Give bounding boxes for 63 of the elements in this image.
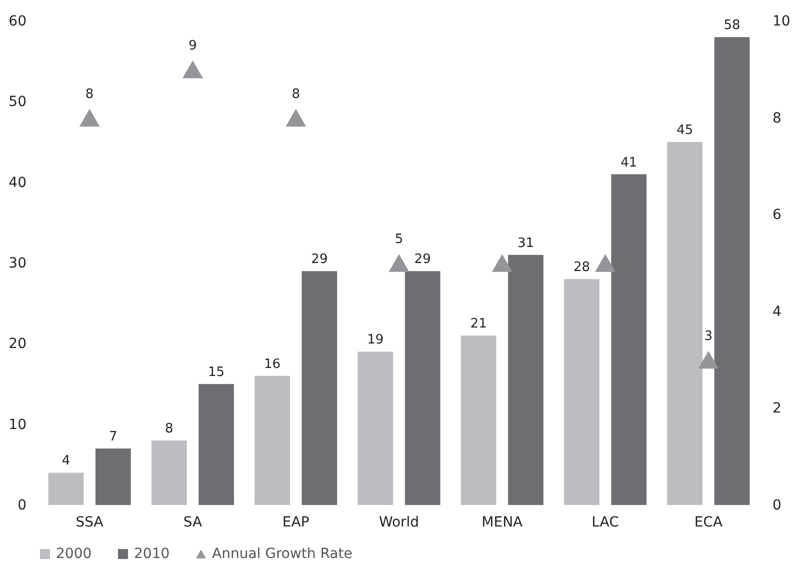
y-tick-label: 0: [18, 498, 26, 514]
bar: [151, 440, 187, 505]
y2-tick-label: 10: [772, 14, 790, 30]
y-tick-label: 50: [8, 94, 26, 110]
point: [388, 254, 410, 272]
x-tick-label: SA: [183, 514, 202, 530]
x-tick-label: SSA: [76, 514, 104, 530]
x-tick-label: LAC: [592, 514, 620, 530]
legend-label: Annual Growth Rate: [212, 546, 352, 562]
point: [698, 350, 719, 369]
bar: [254, 376, 290, 505]
bar: [198, 384, 234, 505]
data-label: 8: [85, 86, 94, 102]
bar: [564, 279, 600, 505]
data-label: 41: [620, 155, 638, 170]
bar: [667, 142, 703, 505]
y-tick-label: 20: [8, 336, 26, 352]
legend-label: 2000: [56, 546, 92, 562]
data-label: 58: [724, 18, 740, 34]
data-label: 16: [264, 356, 281, 372]
y2-tick-label: 2: [772, 400, 782, 417]
data-label: 7: [109, 430, 118, 445]
bar: [358, 352, 394, 505]
x-tick-label: EAP: [282, 514, 310, 530]
y2-tick-label: 8: [772, 110, 782, 126]
x-tick-label: World: [378, 514, 420, 530]
y2-tick-label: 6: [772, 207, 782, 224]
data-label: 29: [414, 252, 431, 268]
bar: [48, 472, 84, 505]
data-label: 9: [188, 38, 197, 54]
data-label: 28: [573, 260, 590, 276]
data-label: 29: [311, 252, 328, 268]
bar: [404, 271, 440, 505]
data-label: 45: [676, 123, 694, 138]
point: [492, 254, 512, 272]
y-tick-label: 60: [8, 14, 26, 30]
bar: [95, 448, 131, 505]
bar: [508, 254, 544, 505]
point: [182, 60, 203, 78]
data-label: 21: [470, 316, 487, 332]
point: [595, 254, 616, 272]
x-tick-label: ECA: [694, 514, 723, 530]
point: [286, 108, 306, 127]
bar: [714, 37, 750, 505]
bar: [302, 271, 338, 505]
legend-label: 2010: [134, 546, 170, 562]
y-tick-label: 40: [8, 174, 26, 191]
y2-tick-label: 0: [772, 498, 782, 514]
point: [79, 108, 100, 127]
data-label: 4: [62, 454, 70, 469]
data-label: 3: [704, 328, 713, 344]
data-label: 19: [367, 332, 384, 348]
data-label: 5: [394, 232, 404, 247]
x-tick-label: MENA: [482, 514, 524, 530]
y-tick-label: 10: [8, 416, 26, 433]
data-label: 15: [208, 365, 225, 380]
data-label: 8: [165, 421, 174, 436]
bar: [611, 174, 647, 505]
data-label: 8: [292, 86, 300, 102]
bar: [460, 336, 496, 505]
y2-tick-label: 4: [772, 304, 782, 320]
y-tick-label: 30: [8, 256, 26, 272]
data-label: 31: [517, 236, 534, 251]
